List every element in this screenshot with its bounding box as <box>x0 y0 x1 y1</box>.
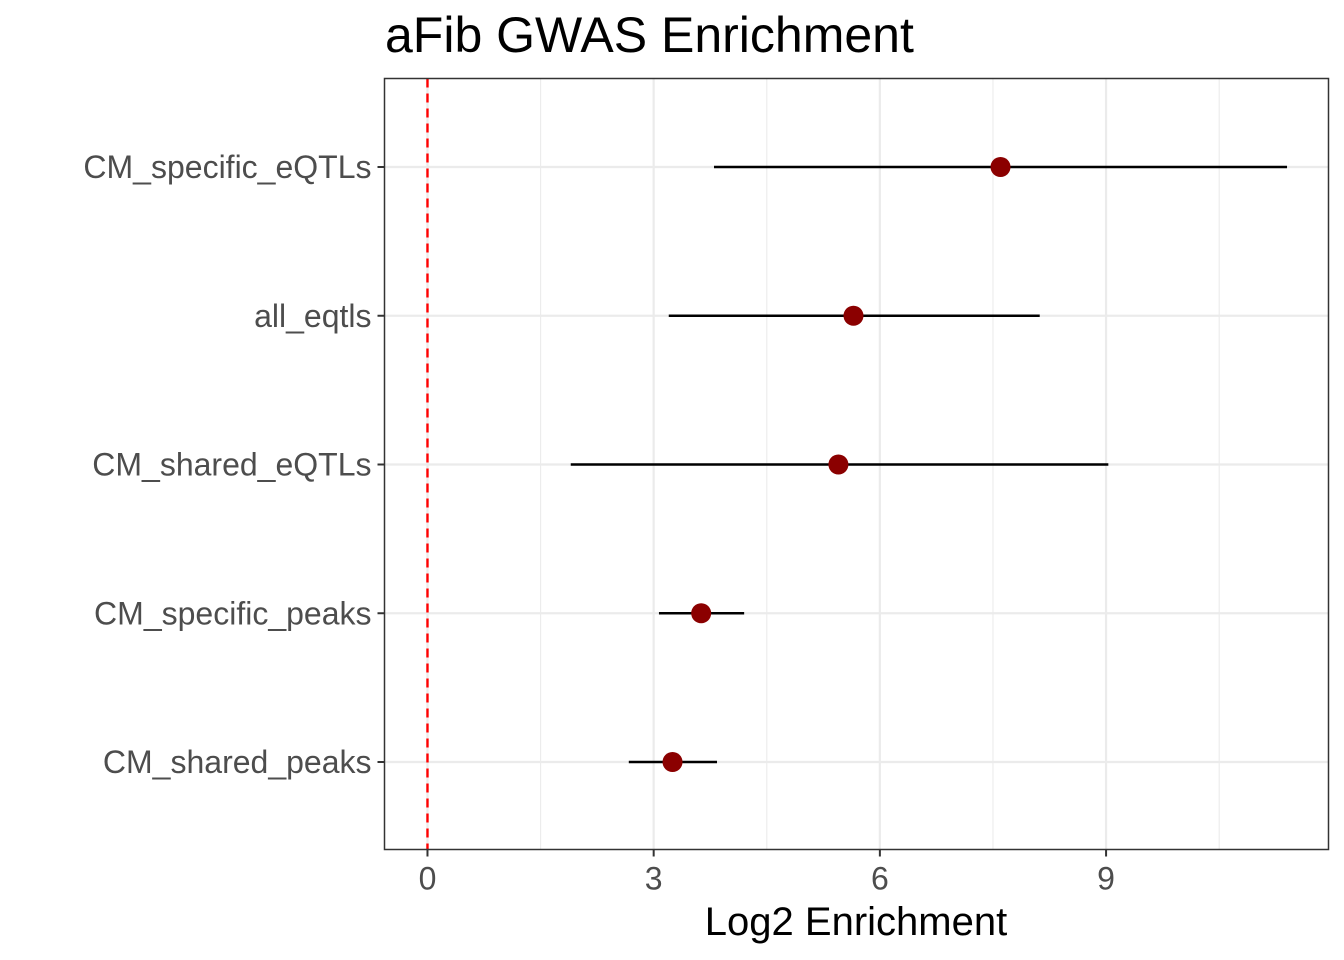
x-axis-title: Log2 Enrichment <box>705 900 1007 944</box>
data-marks <box>570 157 1288 772</box>
y-tick-label: CM_shared_peaks <box>103 744 372 780</box>
y-axis: CM_specific_eQTLs all_eqtls CM_shared_eQTL… <box>83 149 385 780</box>
y-tick-label: CM_specific_peaks <box>94 595 371 631</box>
chart-title: aFib GWAS Enrichment <box>385 7 914 63</box>
data-point <box>843 305 864 326</box>
y-tick-label: CM_shared_eQTLs <box>92 447 371 483</box>
x-tick-label: 3 <box>645 861 663 897</box>
data-point <box>662 752 683 772</box>
data-point <box>990 157 1011 177</box>
y-tick-label: all_eqtls <box>254 298 371 334</box>
y-tick-label: CM_specific_eQTLs <box>83 149 371 185</box>
x-tick-label: 9 <box>1097 861 1115 897</box>
x-axis: 0 3 6 9 <box>419 849 1115 897</box>
data-point <box>691 603 712 624</box>
x-tick-label: 6 <box>871 861 889 897</box>
x-tick-label: 0 <box>419 861 437 897</box>
data-point <box>828 454 849 475</box>
